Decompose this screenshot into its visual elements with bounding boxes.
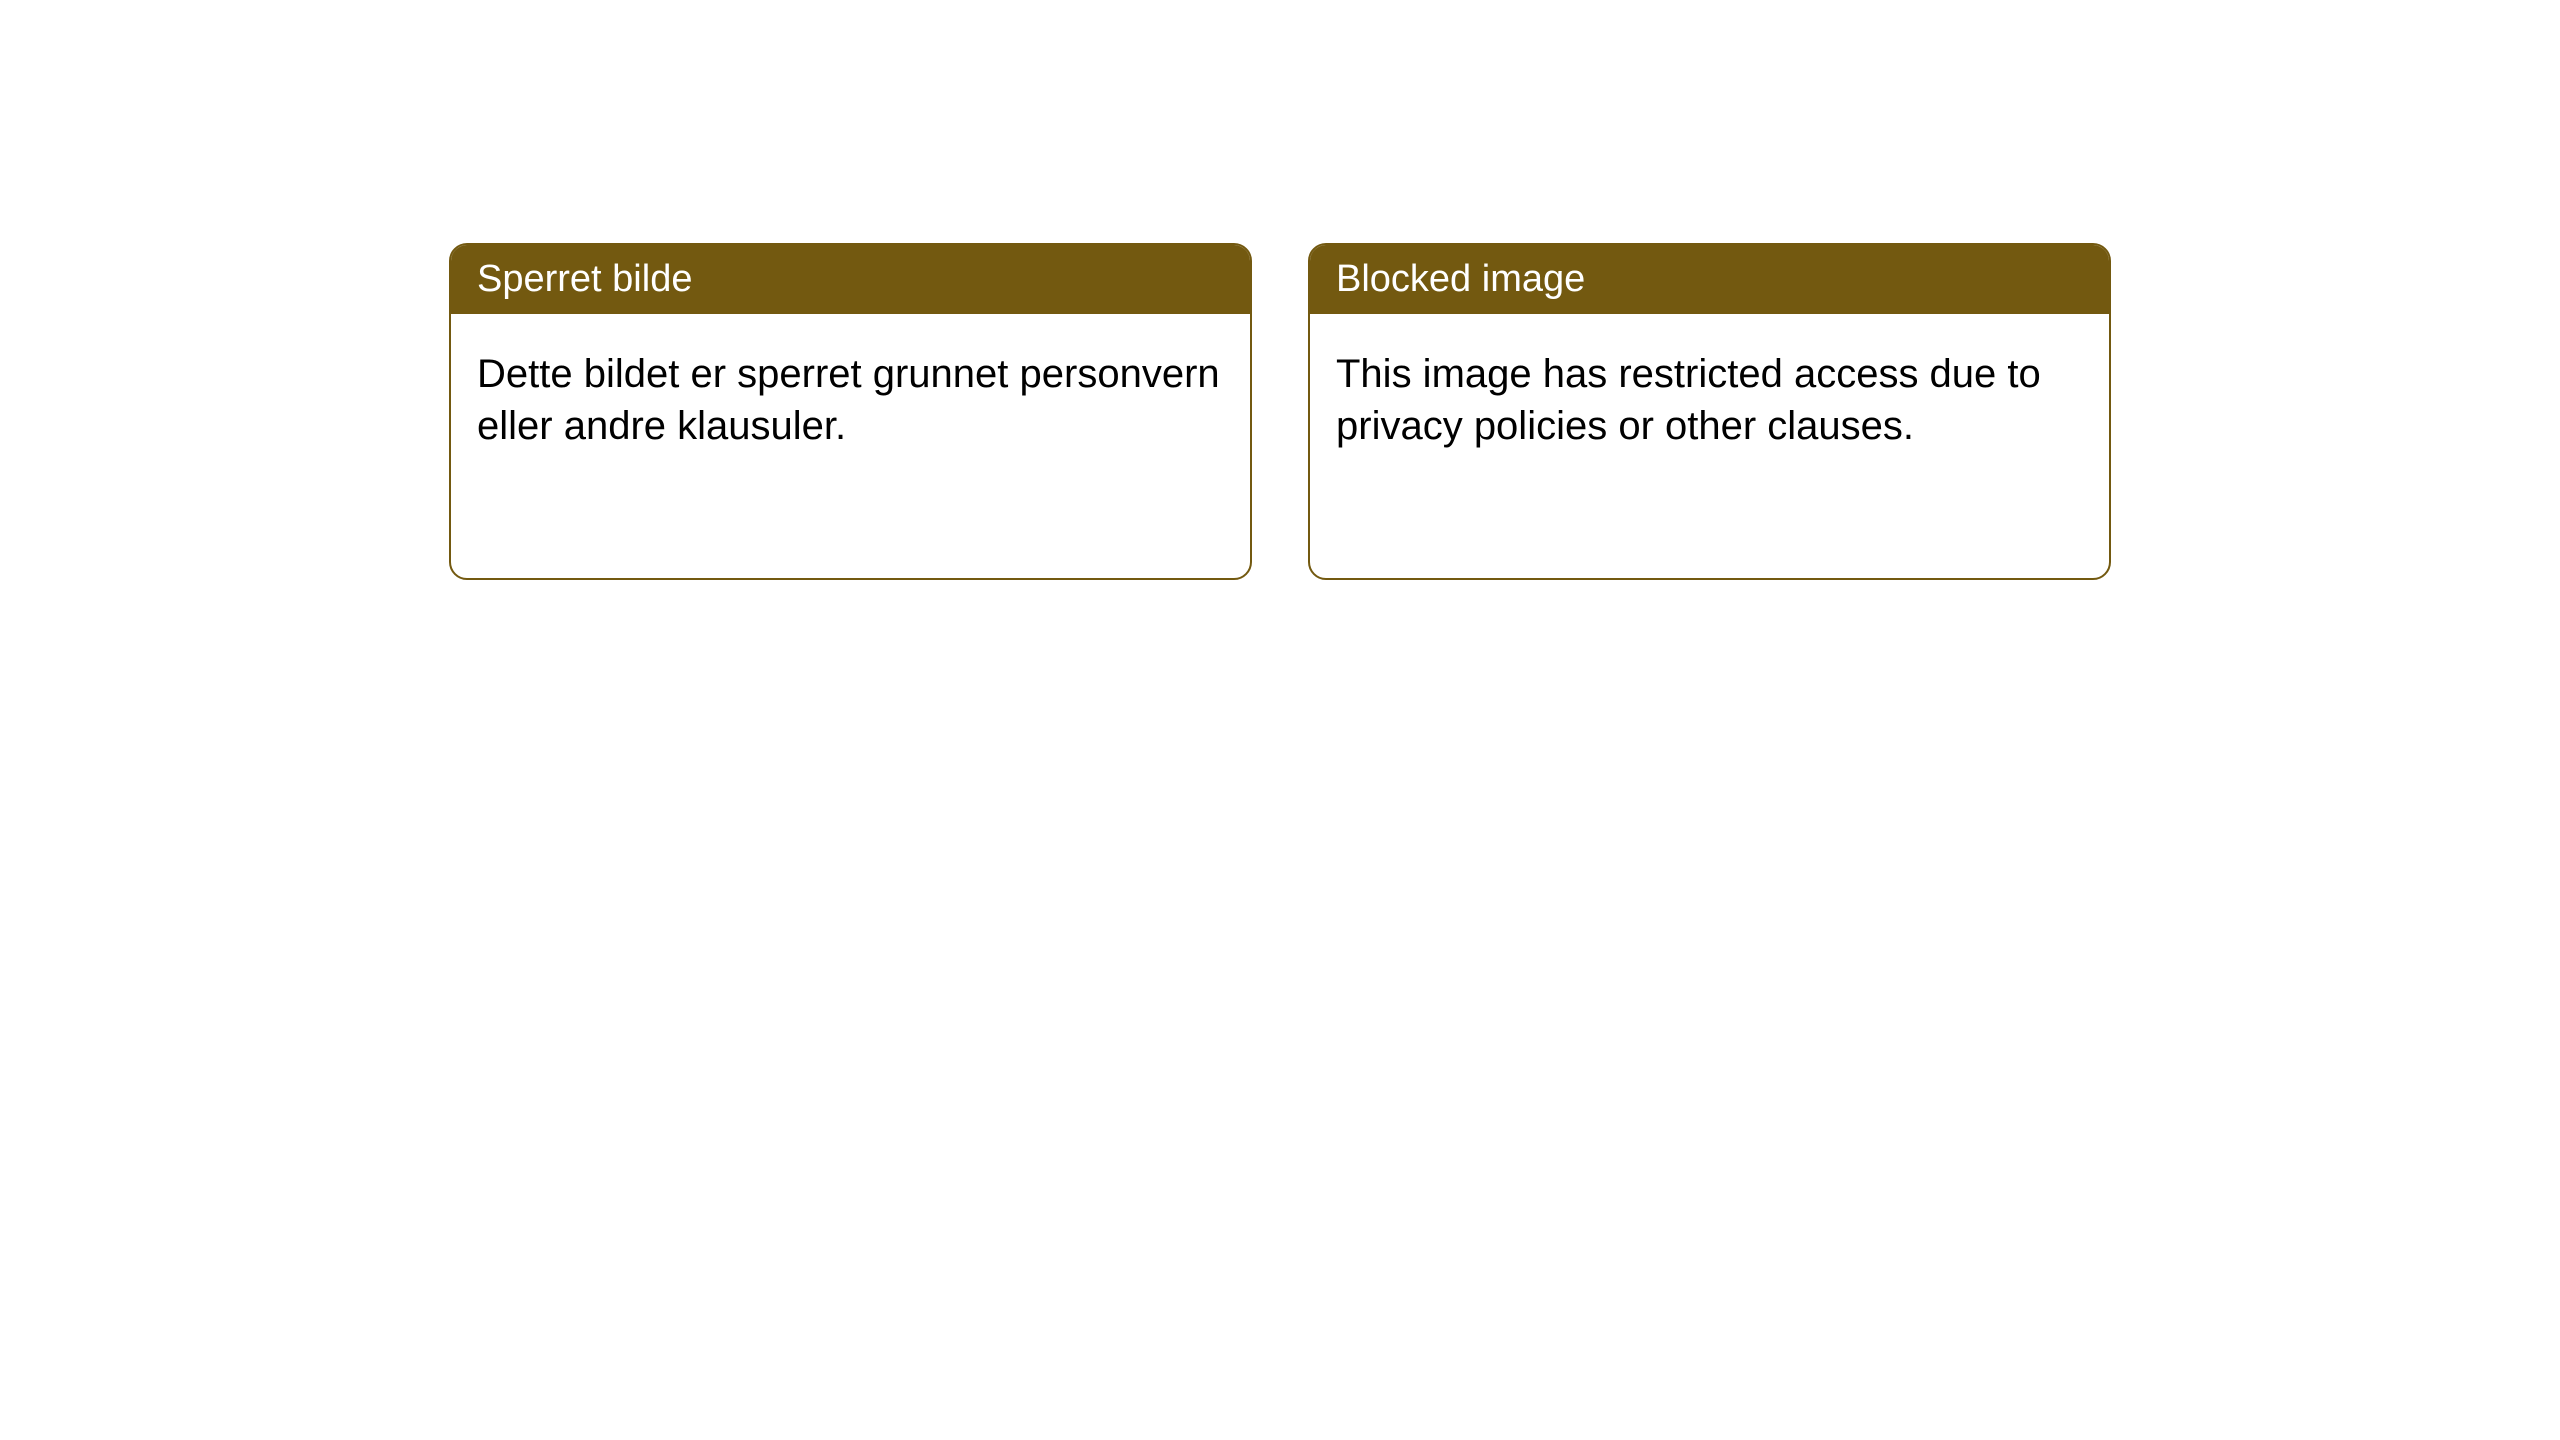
notice-title: Sperret bilde <box>477 258 692 300</box>
notice-body-text: This image has restricted access due to … <box>1336 352 2041 448</box>
notice-card-english: Blocked image This image has restricted … <box>1308 243 2111 580</box>
notice-container: Sperret bilde Dette bildet er sperret gr… <box>449 243 2111 580</box>
notice-card-norwegian: Sperret bilde Dette bildet er sperret gr… <box>449 243 1252 580</box>
notice-title: Blocked image <box>1336 258 1585 300</box>
notice-body-text: Dette bildet er sperret grunnet personve… <box>477 352 1220 448</box>
notice-body: Dette bildet er sperret grunnet personve… <box>451 314 1250 486</box>
notice-body: This image has restricted access due to … <box>1310 314 2109 486</box>
notice-header: Blocked image <box>1310 245 2109 314</box>
notice-header: Sperret bilde <box>451 245 1250 314</box>
